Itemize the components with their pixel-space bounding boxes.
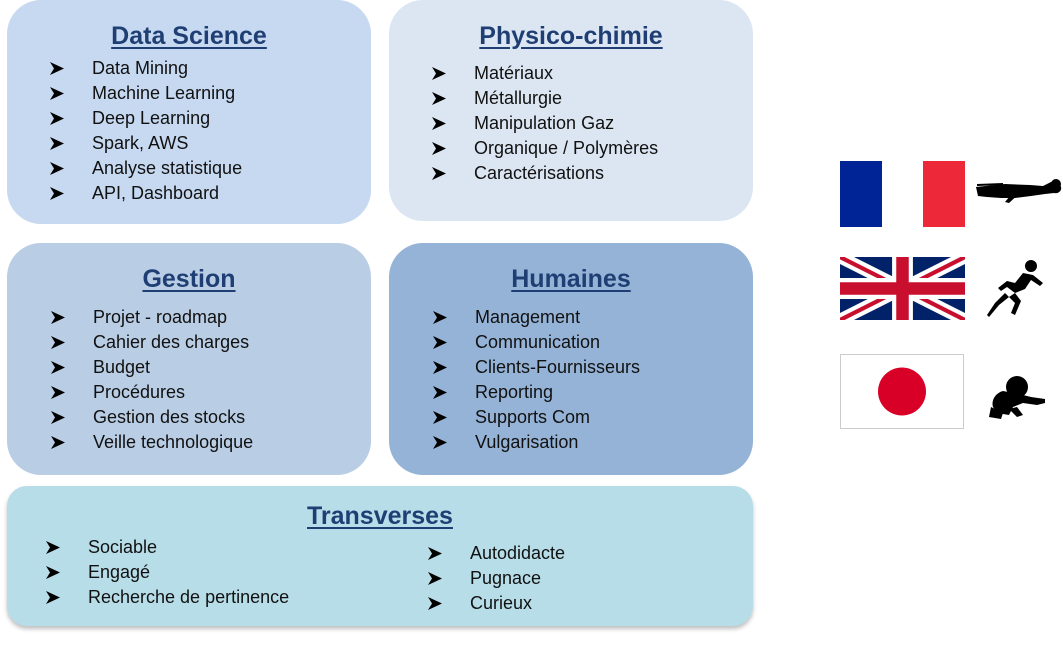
list-item-label: Machine Learning xyxy=(92,83,236,103)
arrow-bullet-icon xyxy=(50,87,64,100)
arrow-bullet-icon xyxy=(433,436,447,449)
arrow-bullet-icon xyxy=(46,591,60,604)
list-item-label: Clients-Fournisseurs xyxy=(475,357,641,377)
humaines-title: Humaines xyxy=(511,265,631,293)
arrow-bullet-icon xyxy=(51,336,65,349)
list-item-label: Vulgarisation xyxy=(475,432,579,452)
arrow-bullet-icon xyxy=(51,361,65,374)
transverses-title: Transverses xyxy=(307,502,453,530)
list-item-label: Analyse statistique xyxy=(92,158,243,178)
arrow-bullet-icon xyxy=(433,386,447,399)
physico-chimie-title: Physico-chimie xyxy=(479,22,663,50)
arrow-bullet-icon xyxy=(51,436,65,449)
data-science-title: Data Science xyxy=(111,22,267,50)
arrow-bullet-icon xyxy=(50,137,64,150)
arrow-bullet-icon xyxy=(50,187,64,200)
list-item-label: Caractérisations xyxy=(474,163,605,183)
gestion-box: Gestion Projet - roadmap Cahier des charg… xyxy=(7,243,371,475)
list-item-label: Veille technologique xyxy=(93,432,254,452)
list-item-label: Reporting xyxy=(475,382,554,402)
list-item-label: Curieux xyxy=(470,593,533,613)
list-item-label: Manipulation Gaz xyxy=(474,113,615,133)
japan-flag-icon xyxy=(840,354,964,429)
list-item-label: Organique / Polymères xyxy=(474,138,659,158)
arrow-bullet-icon xyxy=(50,162,64,175)
list-item-label: Communication xyxy=(475,332,601,352)
arrow-bullet-icon xyxy=(50,112,64,125)
arrow-bullet-icon xyxy=(432,92,446,105)
humaines-box: Humaines Management Communication Clients-… xyxy=(389,243,753,475)
list-item-label: Métallurgie xyxy=(474,88,563,108)
list-item-label: Autodidacte xyxy=(470,543,566,563)
arrow-bullet-icon xyxy=(433,361,447,374)
arrow-bullet-icon xyxy=(51,311,65,324)
arrow-bullet-icon xyxy=(433,336,447,349)
crawling-baby-icon xyxy=(989,376,1045,419)
gestion-title: Gestion xyxy=(142,265,236,293)
list-item-label: Budget xyxy=(93,357,151,377)
list-item-label: Procédures xyxy=(93,382,186,402)
arrow-bullet-icon xyxy=(432,117,446,130)
list-item-label: Recherche de pertinence xyxy=(88,587,290,607)
list-item-label: Deep Learning xyxy=(92,108,211,128)
arrow-bullet-icon xyxy=(432,167,446,180)
physico-chimie-box: Physico-chimie Matériaux Métallurgie Manip… xyxy=(389,0,753,221)
arrow-bullet-icon xyxy=(433,311,447,324)
arrow-bullet-icon xyxy=(51,411,65,424)
arrow-bullet-icon xyxy=(46,566,60,579)
list-item-label: Matériaux xyxy=(474,63,554,83)
list-item-label: Supports Com xyxy=(475,407,591,427)
arrow-bullet-icon xyxy=(432,67,446,80)
uk-flag-icon xyxy=(840,257,965,320)
arrow-bullet-icon xyxy=(428,572,442,585)
swimmer-icon xyxy=(976,179,1062,203)
list-item-label: Pugnace xyxy=(470,568,542,588)
transverses-box: Transverses Sociable Engagé Recherche de p… xyxy=(7,486,753,626)
arrow-bullet-icon xyxy=(46,541,60,554)
arrow-bullet-icon xyxy=(433,411,447,424)
data-science-box: Data Science Data Mining Machine Learning… xyxy=(7,0,371,224)
list-item-label: Sociable xyxy=(88,537,158,557)
list-item-label: Spark, AWS xyxy=(92,133,189,153)
list-item-label: Management xyxy=(475,307,581,327)
arrow-bullet-icon xyxy=(428,547,442,560)
france-flag-icon xyxy=(840,161,965,227)
arrow-bullet-icon xyxy=(50,62,64,75)
arrow-bullet-icon xyxy=(51,386,65,399)
arrow-bullet-icon xyxy=(428,597,442,610)
list-item-label: Cahier des charges xyxy=(93,332,250,352)
list-item-label: Gestion des stocks xyxy=(93,407,246,427)
sprinter-icon xyxy=(987,260,1043,317)
list-item-label: Data Mining xyxy=(92,58,189,78)
list-item-label: Engagé xyxy=(88,562,151,582)
list-item-label: API, Dashboard xyxy=(92,183,220,203)
list-item-label: Projet - roadmap xyxy=(93,307,228,327)
arrow-bullet-icon xyxy=(432,142,446,155)
